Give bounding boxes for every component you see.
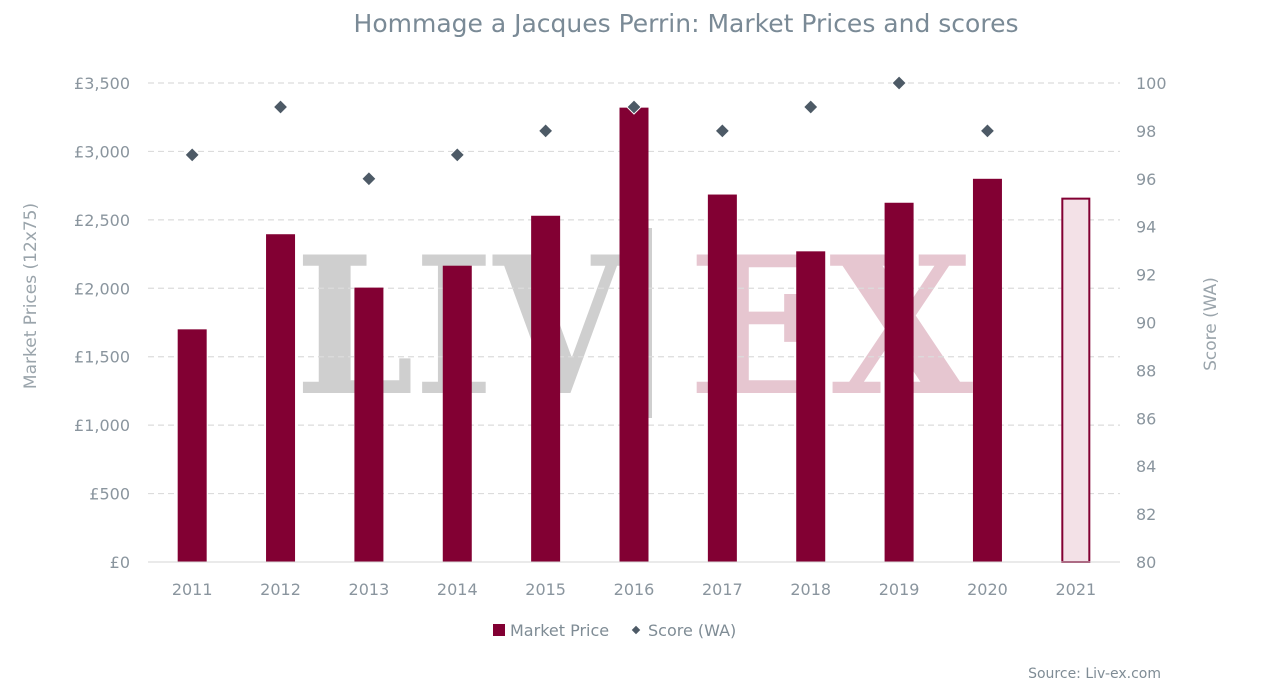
left-tick-label: £2,000 xyxy=(74,279,130,298)
bar-2015 xyxy=(531,215,561,562)
score-series xyxy=(184,75,996,187)
left-axis-title: Market Prices (12x75) xyxy=(21,203,41,389)
bar-2017 xyxy=(707,194,737,562)
x-tick-label: 2020 xyxy=(967,580,1008,599)
right-tick-label: 94 xyxy=(1136,218,1156,237)
left-tick-label: £0 xyxy=(110,553,130,572)
bar-2020 xyxy=(972,178,1002,563)
bar-2011 xyxy=(177,329,207,562)
legend-score-label: Score (WA) xyxy=(648,621,736,640)
left-tick-label: £1,500 xyxy=(74,348,130,367)
right-tick-label: 90 xyxy=(1136,314,1156,333)
left-tick-label: £2,500 xyxy=(74,211,130,230)
right-tick-label: 88 xyxy=(1136,361,1156,380)
bar-series xyxy=(177,107,1091,563)
right-axis-title: Score (WA) xyxy=(1201,277,1221,371)
score-point-2015 xyxy=(537,123,554,139)
left-axis-ticks: £0 £500 £1,000 £1,500 £2,000 £2,500 £3,000 £3,5… xyxy=(74,74,130,572)
bar-2012 xyxy=(266,234,296,562)
right-tick-label: 92 xyxy=(1136,266,1156,285)
x-tick-label: 2018 xyxy=(790,580,831,599)
bar-2016 xyxy=(619,107,649,563)
left-tick-label: £500 xyxy=(89,485,130,504)
x-tick-label: 2016 xyxy=(614,580,655,599)
x-tick-label: 2017 xyxy=(702,580,743,599)
right-tick-label: 98 xyxy=(1136,122,1156,141)
right-tick-label: 100 xyxy=(1136,74,1167,93)
x-tick-label: 2021 xyxy=(1055,580,1096,599)
bar-2019 xyxy=(884,202,914,562)
source-note: Source: Liv-ex.com xyxy=(1028,666,1161,682)
legend-score-swatch xyxy=(631,625,641,635)
left-tick-label: £1,000 xyxy=(74,416,130,435)
bar-2021 xyxy=(1061,197,1091,563)
right-axis-ticks: 80 82 84 86 88 90 92 94 96 98 100 xyxy=(1136,74,1167,572)
right-tick-label: 82 xyxy=(1136,505,1156,524)
score-point-2020 xyxy=(979,123,996,139)
bar-2014 xyxy=(442,265,472,562)
right-tick-label: 86 xyxy=(1136,409,1156,428)
score-point-2013 xyxy=(361,171,377,187)
right-tick-label: 80 xyxy=(1136,553,1156,572)
left-tick-label: £3,500 xyxy=(74,74,130,93)
right-tick-label: 84 xyxy=(1136,457,1156,476)
x-tick-label: 2019 xyxy=(879,580,920,599)
watermark-divider xyxy=(646,228,652,418)
score-point-2018 xyxy=(802,99,819,115)
bar-2013 xyxy=(354,287,384,562)
legend: Market Price Score (WA) xyxy=(493,621,736,640)
score-point-2017 xyxy=(714,123,731,139)
score-point-2011 xyxy=(184,147,200,163)
x-tick-label: 2014 xyxy=(437,580,478,599)
bar-2018 xyxy=(796,251,826,562)
x-tick-label: 2012 xyxy=(260,580,301,599)
score-point-2014 xyxy=(449,147,466,163)
legend-market-price-swatch xyxy=(493,624,505,636)
right-tick-label: 96 xyxy=(1136,170,1156,189)
x-tick-label: 2015 xyxy=(525,580,566,599)
score-point-2019 xyxy=(891,75,907,91)
chart-title: Hommage a Jacques Perrin: Market Prices … xyxy=(354,9,1019,38)
legend-market-price-label: Market Price xyxy=(510,621,609,640)
x-axis-ticks: 2011 2012 2013 2014 2015 2016 2017 2018 2019 2020… xyxy=(172,580,1096,599)
score-point-2012 xyxy=(272,99,289,115)
x-tick-label: 2013 xyxy=(349,580,390,599)
score-point-2016 xyxy=(626,99,642,115)
left-tick-label: £3,000 xyxy=(74,142,130,161)
x-tick-label: 2011 xyxy=(172,580,213,599)
